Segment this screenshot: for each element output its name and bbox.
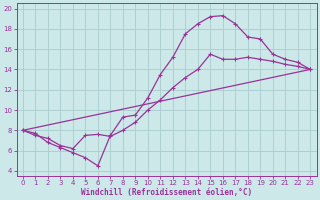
- X-axis label: Windchill (Refroidissement éolien,°C): Windchill (Refroidissement éolien,°C): [81, 188, 252, 197]
